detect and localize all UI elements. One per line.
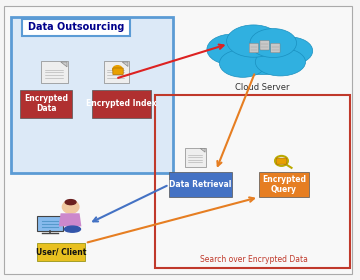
FancyBboxPatch shape — [37, 243, 85, 261]
FancyBboxPatch shape — [92, 90, 151, 118]
Ellipse shape — [64, 226, 81, 232]
FancyBboxPatch shape — [185, 148, 206, 167]
FancyBboxPatch shape — [12, 17, 173, 173]
Text: Data Outsourcing: Data Outsourcing — [28, 22, 124, 32]
FancyBboxPatch shape — [104, 61, 129, 83]
Text: User/ Client: User/ Client — [36, 248, 86, 257]
FancyBboxPatch shape — [271, 43, 280, 53]
FancyBboxPatch shape — [249, 43, 258, 53]
FancyBboxPatch shape — [37, 216, 63, 231]
Ellipse shape — [255, 48, 306, 76]
FancyBboxPatch shape — [4, 6, 352, 274]
Text: Encrypted
Query: Encrypted Query — [262, 175, 306, 194]
Ellipse shape — [250, 29, 297, 57]
Ellipse shape — [207, 34, 257, 65]
FancyBboxPatch shape — [259, 172, 309, 197]
FancyBboxPatch shape — [41, 61, 68, 83]
FancyBboxPatch shape — [22, 19, 130, 36]
Ellipse shape — [226, 38, 298, 74]
Text: Cloud Server: Cloud Server — [235, 83, 290, 92]
Circle shape — [113, 66, 122, 73]
Ellipse shape — [65, 200, 76, 205]
Ellipse shape — [226, 25, 280, 57]
Polygon shape — [122, 62, 128, 67]
Circle shape — [62, 200, 79, 213]
FancyBboxPatch shape — [21, 90, 72, 118]
Polygon shape — [59, 213, 81, 226]
Text: Encrypted Index: Encrypted Index — [86, 99, 157, 108]
Text: Data Retrieval: Data Retrieval — [170, 180, 232, 189]
Text: Encrypted
Data: Encrypted Data — [24, 94, 68, 113]
Polygon shape — [200, 148, 205, 152]
FancyBboxPatch shape — [276, 158, 287, 164]
Ellipse shape — [266, 37, 313, 65]
Text: Search over Encrypted Data: Search over Encrypted Data — [199, 255, 307, 264]
FancyBboxPatch shape — [260, 41, 269, 50]
Polygon shape — [61, 62, 67, 67]
Ellipse shape — [220, 50, 266, 77]
FancyBboxPatch shape — [113, 68, 123, 75]
FancyBboxPatch shape — [169, 172, 232, 197]
